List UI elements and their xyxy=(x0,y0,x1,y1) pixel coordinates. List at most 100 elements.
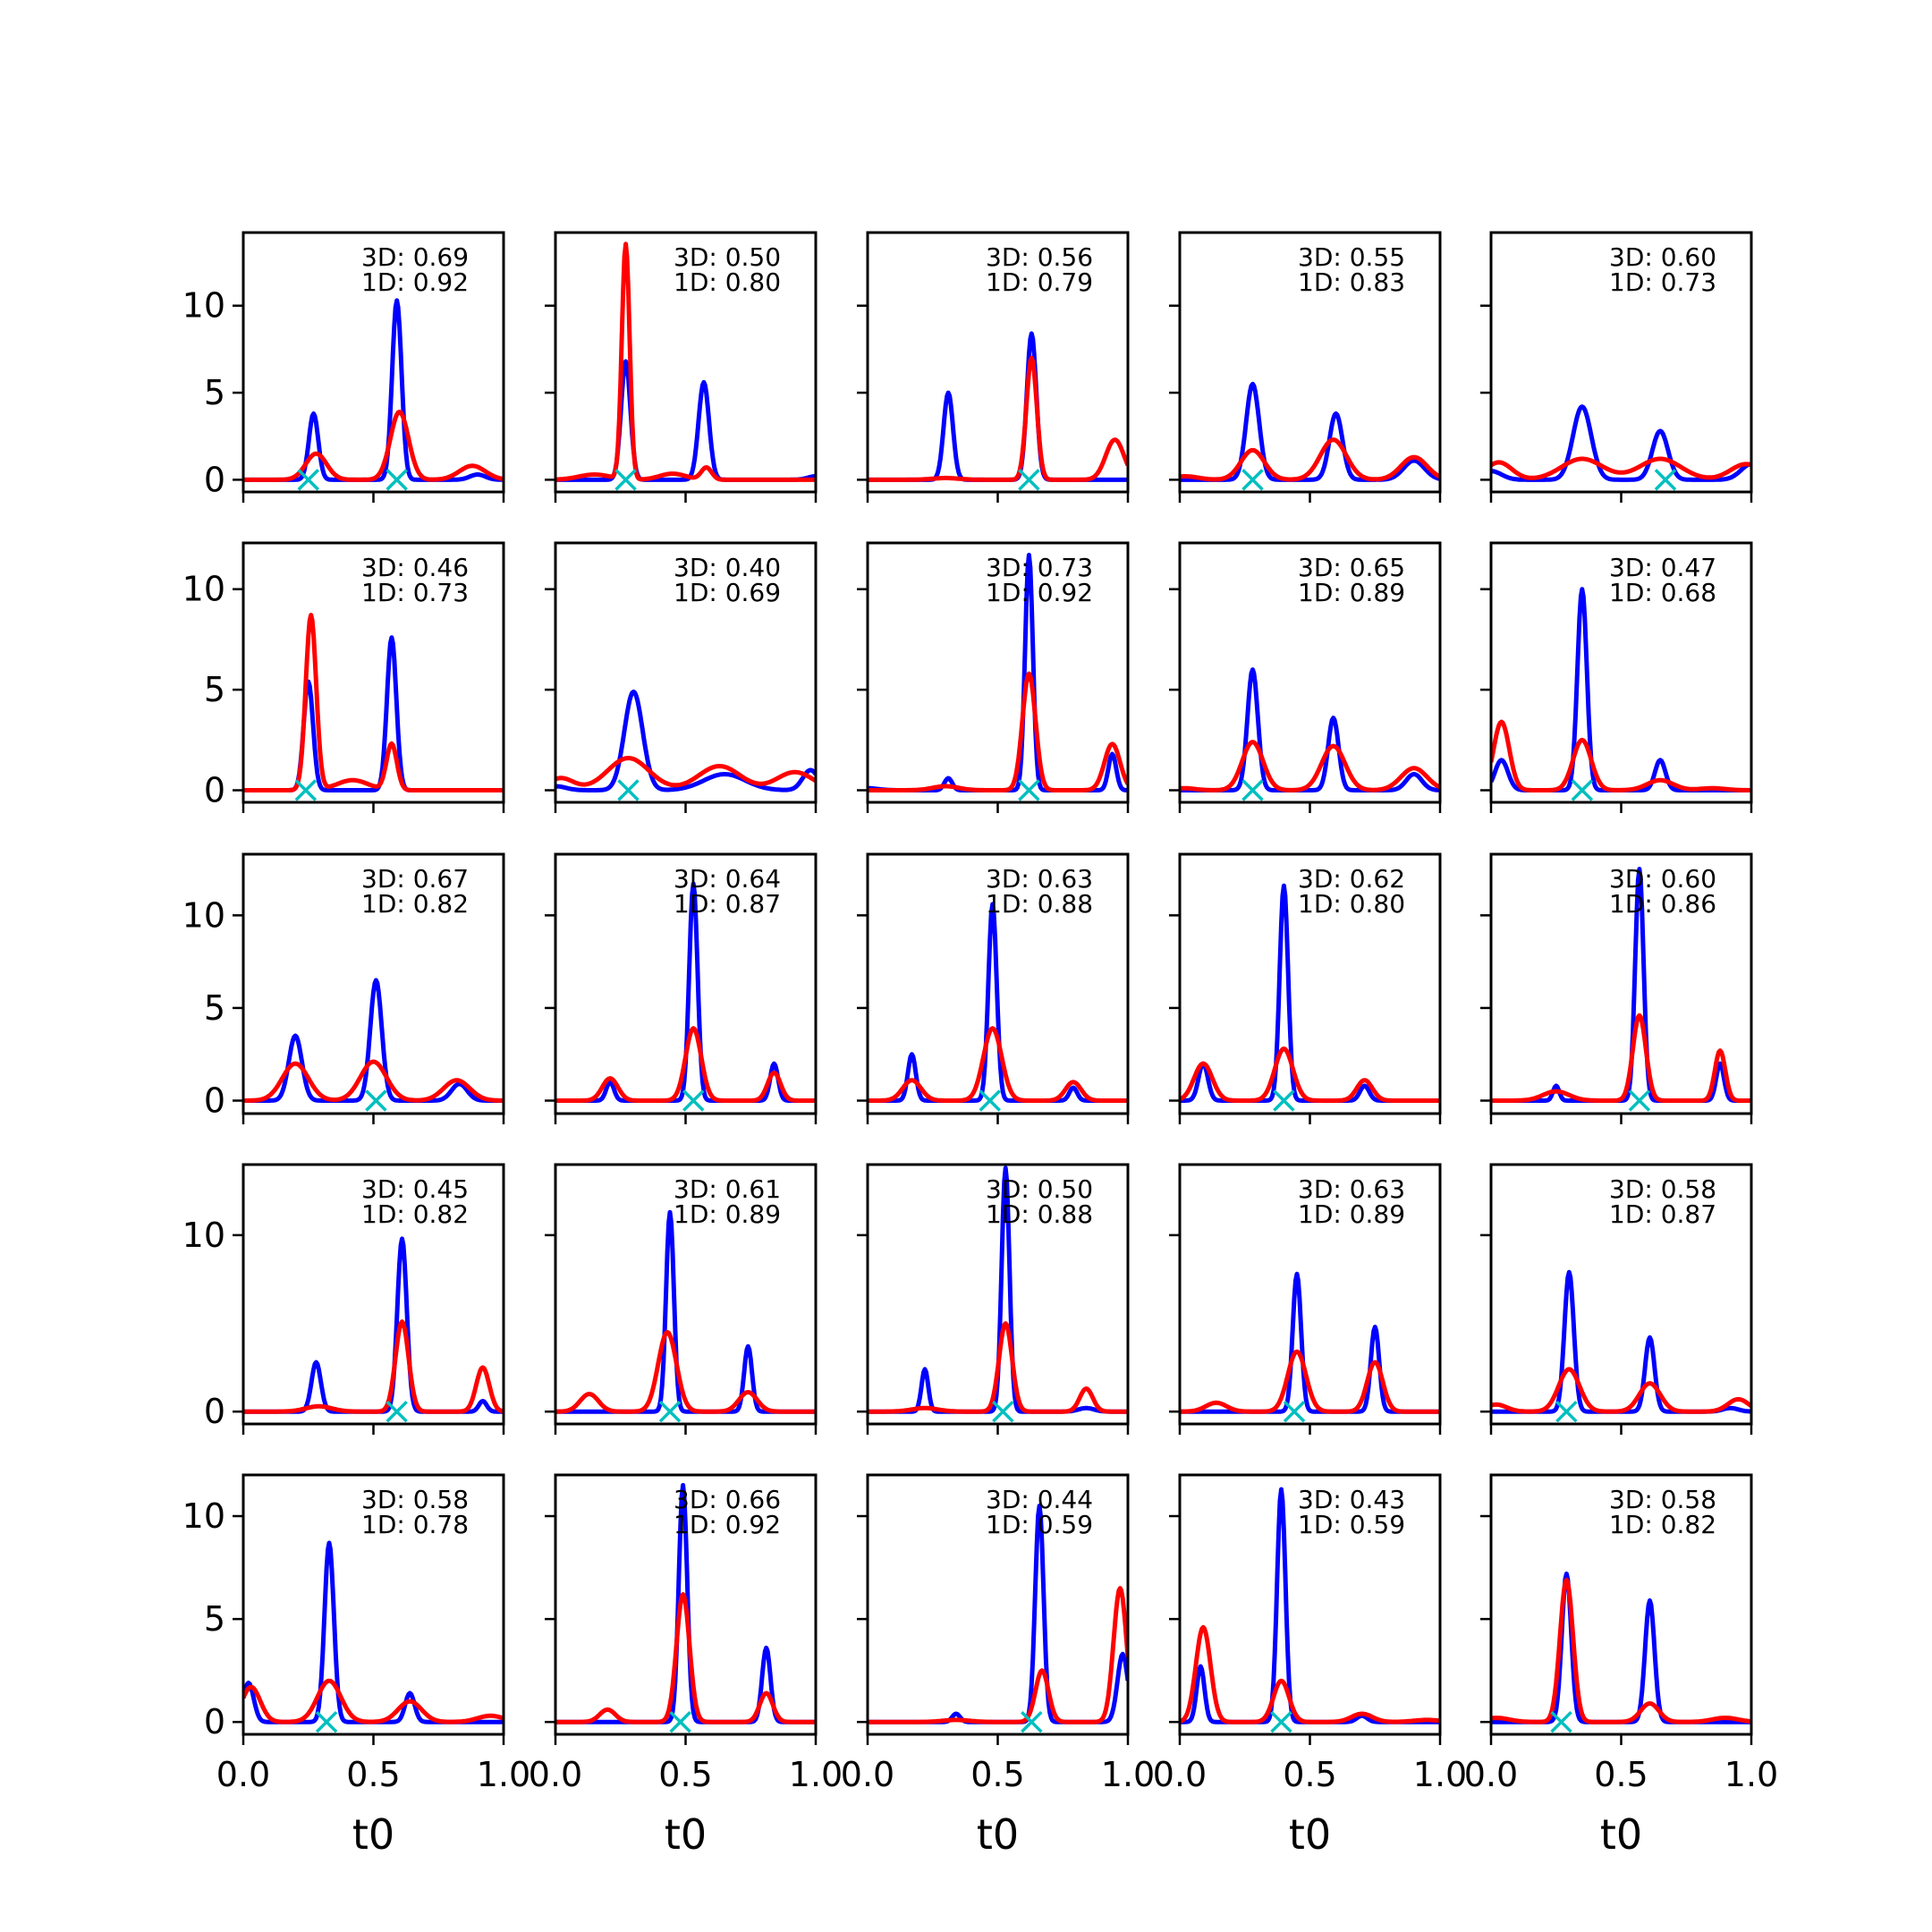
marker-x xyxy=(386,469,408,491)
x-tick-label: 0.0 xyxy=(1464,1755,1518,1794)
annotation-3d: 3D: 0.69 xyxy=(361,242,469,272)
marker-stroke xyxy=(365,1089,387,1112)
x-tick-label: 0.5 xyxy=(1283,1755,1336,1794)
annotation-1d: 1D: 0.82 xyxy=(361,1199,469,1229)
x-tick-label: 0.5 xyxy=(1594,1755,1648,1794)
marker-x xyxy=(979,1089,1002,1112)
marker-x xyxy=(1550,1710,1572,1733)
marker-stroke xyxy=(614,469,637,491)
series-line-red xyxy=(1180,740,1440,792)
panel-plot-area xyxy=(555,1483,816,1733)
marker-stroke xyxy=(294,779,318,801)
marker-x xyxy=(294,779,318,801)
panel-plot-area xyxy=(243,1236,504,1423)
y-tick-label: 10 xyxy=(182,570,225,609)
x-tick-label: 0.0 xyxy=(1153,1755,1207,1794)
y-tick-label: 0 xyxy=(204,1392,225,1431)
x-tick-label: 1.0 xyxy=(1724,1755,1778,1794)
x-tick-label: 1.0 xyxy=(477,1755,530,1794)
series-line-red xyxy=(243,613,504,792)
panel-plot-area xyxy=(243,978,504,1112)
x-tick-label: 1.0 xyxy=(789,1755,843,1794)
annotation-1d: 1D: 0.68 xyxy=(1609,578,1716,607)
panel-plot-area xyxy=(1491,1572,1751,1733)
annotation-1d: 1D: 0.88 xyxy=(986,889,1093,919)
marker-stroke xyxy=(1654,469,1677,491)
annotation-1d: 1D: 0.59 xyxy=(1298,1510,1405,1539)
series-line-red xyxy=(243,1059,504,1103)
series-line-red xyxy=(555,1026,816,1103)
x-tick-label: 0.0 xyxy=(216,1755,270,1794)
y-tick-label: 0 xyxy=(204,460,225,499)
marker-stroke xyxy=(979,1089,1002,1112)
x-tick-label: 1.0 xyxy=(1101,1755,1155,1794)
annotation-1d: 1D: 0.92 xyxy=(361,267,469,297)
x-tick-label: 0.5 xyxy=(658,1755,712,1794)
series-line-red xyxy=(868,1026,1128,1103)
panel-plot-area xyxy=(1491,404,1751,491)
marker-stroke xyxy=(1571,779,1594,801)
marker-stroke xyxy=(669,1710,691,1733)
series-line-red xyxy=(243,1678,504,1724)
panel-plot-area xyxy=(243,613,504,801)
annotation-3d: 3D: 0.60 xyxy=(1609,242,1716,272)
marker-stroke xyxy=(682,1089,705,1112)
series-line-red xyxy=(868,1321,1128,1414)
series-line-blue xyxy=(555,1483,816,1724)
annotation-1d: 1D: 0.92 xyxy=(986,578,1093,607)
annotation-3d: 3D: 0.40 xyxy=(674,553,781,582)
annotation-1d: 1D: 0.92 xyxy=(674,1510,781,1539)
annotation-3d: 3D: 0.45 xyxy=(361,1174,469,1204)
annotation-1d: 1D: 0.82 xyxy=(1609,1510,1716,1539)
marker-x xyxy=(1241,469,1264,491)
marker-stroke xyxy=(1628,1089,1651,1112)
y-tick-label: 5 xyxy=(204,373,225,412)
marker-x xyxy=(617,779,640,801)
series-line-red xyxy=(868,1586,1128,1724)
x-tick-label: 0.0 xyxy=(529,1755,582,1794)
marker-x xyxy=(1571,779,1594,801)
marker-stroke xyxy=(1555,1400,1578,1423)
series-line-red xyxy=(1180,1624,1440,1724)
annotation-3d: 3D: 0.46 xyxy=(361,553,469,582)
series-line-red xyxy=(1491,1367,1751,1414)
marker-stroke xyxy=(1018,779,1040,801)
annotation-3d: 3D: 0.73 xyxy=(986,553,1093,582)
annotation-1d: 1D: 0.73 xyxy=(361,578,469,607)
marker-x xyxy=(1283,1400,1306,1423)
panel-plot-area xyxy=(1180,667,1440,801)
marker-stroke xyxy=(297,469,319,491)
annotation-1d: 1D: 0.73 xyxy=(1609,267,1716,297)
series-line-blue xyxy=(555,689,816,792)
annotation-3d: 3D: 0.56 xyxy=(986,242,1093,272)
panel-plot-area xyxy=(1180,381,1440,491)
annotation-3d: 3D: 0.63 xyxy=(986,864,1093,894)
marker-x xyxy=(669,1710,691,1733)
y-tick-label: 0 xyxy=(204,771,225,810)
marker-stroke xyxy=(1018,469,1040,491)
annotation-1d: 1D: 0.89 xyxy=(1298,1199,1405,1229)
series-line-red xyxy=(1180,1046,1440,1103)
marker-x xyxy=(992,1400,1014,1423)
marker-x xyxy=(1021,1710,1043,1733)
y-tick-label: 5 xyxy=(204,1599,225,1639)
y-tick-label: 0 xyxy=(204,1081,225,1121)
series-line-red xyxy=(868,671,1128,792)
marker-x xyxy=(1273,1089,1295,1112)
panel-plot-area xyxy=(868,902,1128,1112)
annotation-3d: 3D: 0.60 xyxy=(1609,864,1716,894)
marker-x xyxy=(315,1710,338,1733)
marker-stroke xyxy=(1550,1710,1572,1733)
panel-plot-area xyxy=(868,1165,1128,1423)
x-axis-label: t0 xyxy=(1600,1810,1642,1859)
x-tick-label: 0.5 xyxy=(346,1755,400,1794)
